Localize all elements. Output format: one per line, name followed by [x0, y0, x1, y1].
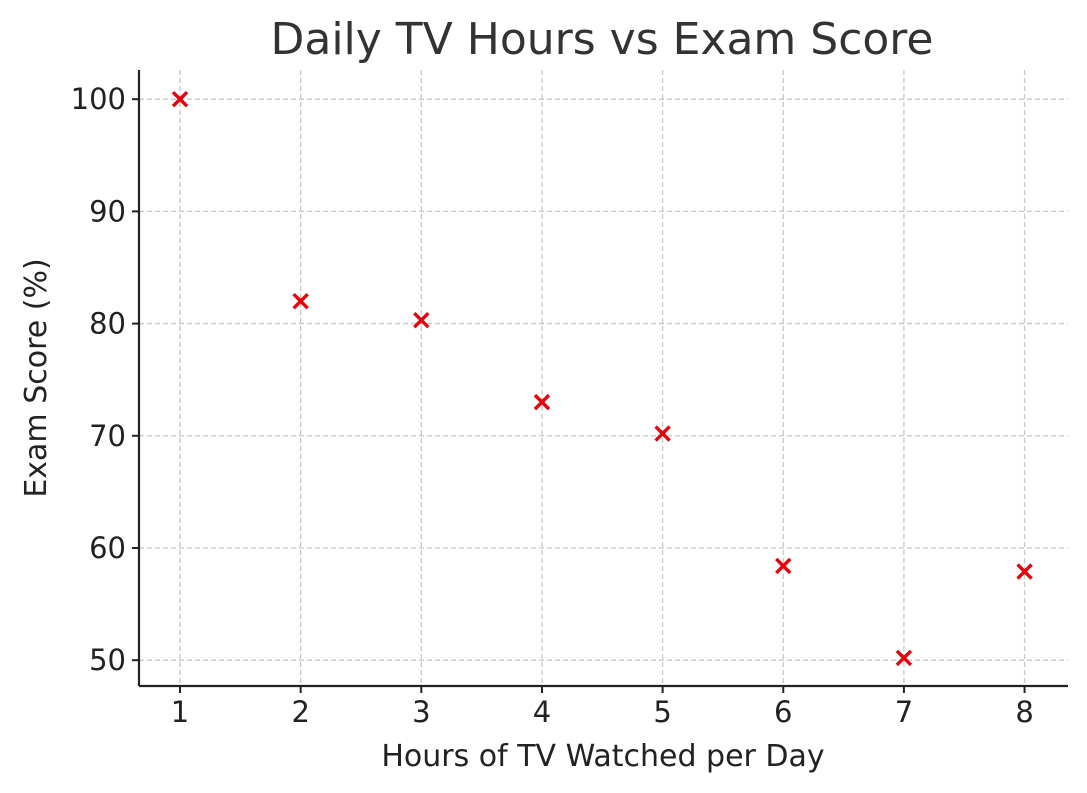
x-tick-label: 1 [171, 695, 189, 729]
axes [137, 70, 1068, 688]
data-point-marker [533, 393, 551, 411]
x-tick-label: 7 [895, 695, 913, 729]
data-point-marker [775, 557, 792, 575]
data-point-marker [654, 425, 671, 442]
y-tick-label: 70 [89, 419, 126, 453]
x-axis-label: Hours of TV Watched per Day [381, 739, 824, 774]
x-tick-label: 4 [533, 695, 551, 729]
y-tick-label: 60 [89, 531, 126, 565]
y-axis-ticks: 50 60 70 80 90 100 [71, 82, 139, 677]
data-point-marker [1016, 563, 1033, 580]
x-tick-label: 3 [412, 695, 430, 729]
x-tick-label: 2 [291, 695, 309, 729]
data-point-marker [171, 90, 189, 108]
x-tick-label: 6 [774, 695, 792, 729]
data-points [171, 90, 1033, 667]
x-axis-ticks: 1 2 3 4 5 6 7 8 [171, 686, 1034, 729]
chart-title: Daily TV Hours vs Exam Score [270, 14, 933, 65]
grid-lines [139, 70, 1068, 686]
y-tick-label: 50 [89, 643, 126, 677]
data-point-marker [413, 312, 430, 329]
x-tick-label: 8 [1015, 695, 1033, 729]
y-tick-label: 90 [89, 194, 126, 228]
y-axis-label: Exam Score (%) [19, 258, 54, 497]
y-tick-label: 80 [89, 307, 126, 341]
data-point-marker [292, 292, 309, 310]
y-tick-label: 100 [71, 82, 126, 116]
data-point-marker [895, 649, 913, 667]
x-tick-label: 5 [653, 695, 671, 729]
